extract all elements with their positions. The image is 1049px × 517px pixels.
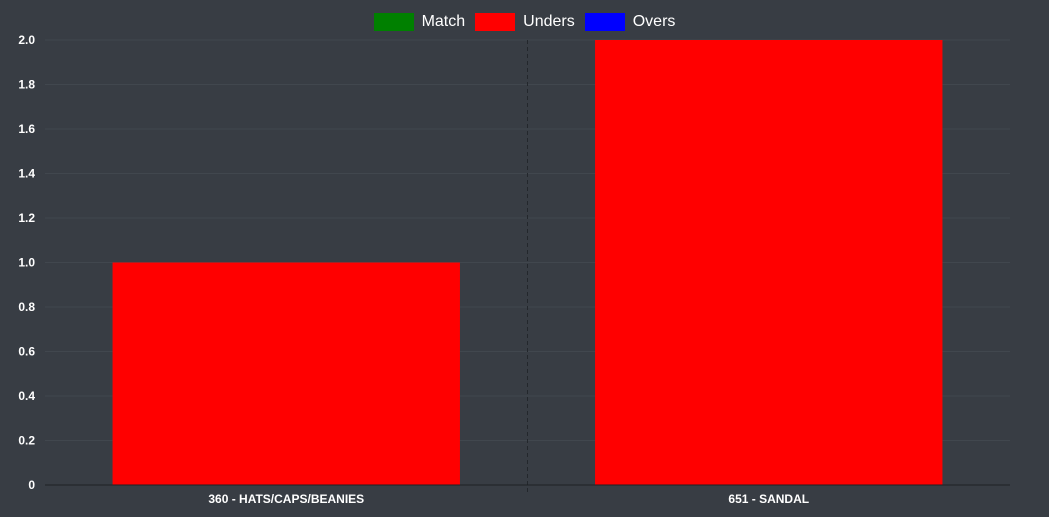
y-tick-label: 1.4	[18, 167, 35, 181]
x-tick-label: 360 - HATS/CAPS/BEANIES	[208, 492, 364, 506]
bar-unders-1	[112, 262, 460, 485]
y-tick-label: 1.0	[18, 256, 35, 270]
legend-item-overs[interactable]: Overs	[584, 13, 676, 31]
legend-swatch-overs	[584, 13, 625, 31]
bar-unders-2	[595, 40, 943, 485]
legend-label-match: Match	[421, 13, 466, 30]
y-tick-label: 1.8	[18, 78, 35, 92]
y-tick-label: 2.0	[18, 33, 35, 47]
legend-label-overs: Overs	[632, 13, 676, 30]
y-tick-label: 0.4	[18, 389, 35, 403]
y-tick-label: 1.6	[18, 122, 35, 136]
y-tick-label: 0.6	[18, 345, 35, 359]
x-tick-label: 651 - SANDAL	[728, 492, 809, 506]
legend-item-unders[interactable]: Unders	[475, 13, 575, 31]
y-tick-label: 0.2	[18, 434, 35, 448]
legend-item-match[interactable]: Match	[373, 13, 466, 31]
y-tick-label: 0	[28, 478, 35, 492]
chart-legend: Match Unders Overs	[0, 10, 1049, 34]
y-tick-label: 1.2	[18, 211, 35, 225]
legend-swatch-unders	[475, 13, 516, 31]
legend-label-unders: Unders	[523, 13, 575, 30]
legend-swatch-match	[373, 13, 414, 31]
y-tick-label: 0.8	[18, 300, 35, 314]
